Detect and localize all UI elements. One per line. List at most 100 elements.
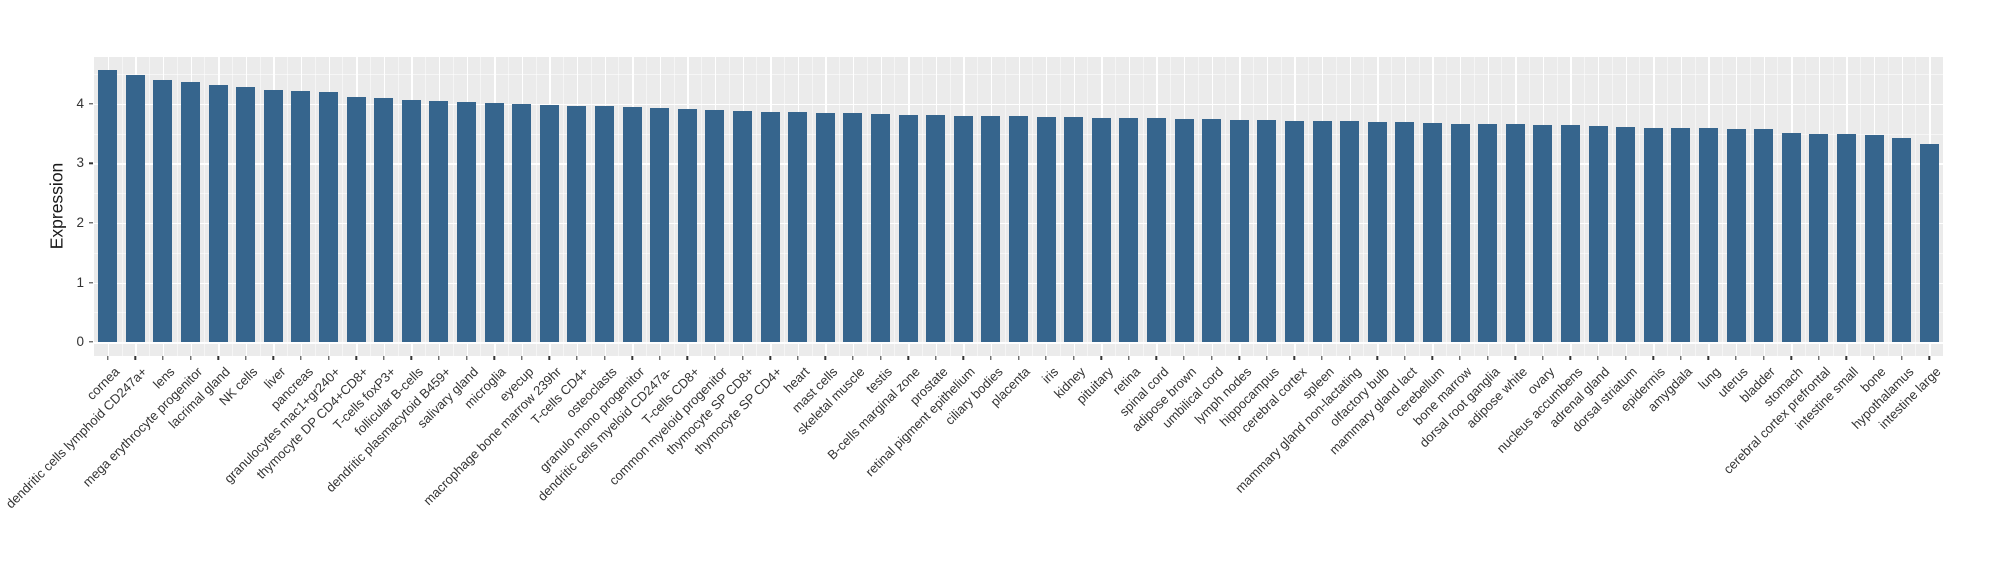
y-axis-tick-label: 0 [76, 334, 84, 350]
v-gridline-minor [259, 57, 261, 356]
x-tick-mark [1266, 356, 1268, 360]
bar [898, 114, 918, 343]
v-gridline-minor [1887, 57, 1889, 356]
v-gridline-minor [231, 57, 233, 356]
x-tick-mark [1652, 356, 1654, 360]
v-gridline-minor [1446, 57, 1448, 356]
x-tick-mark [1514, 356, 1516, 360]
v-gridline-minor [452, 57, 454, 356]
x-tick-mark [217, 356, 219, 360]
v-gridline-minor [618, 57, 620, 356]
v-gridline-minor [1115, 57, 1117, 356]
bar [236, 87, 256, 343]
x-tick-mark [852, 356, 854, 360]
bar [1146, 118, 1166, 343]
bar [871, 113, 890, 343]
bar [650, 108, 670, 343]
v-gridline-minor [1004, 57, 1006, 356]
bar [1919, 144, 1939, 343]
bar [1671, 128, 1691, 343]
v-gridline-minor [1501, 57, 1503, 356]
v-gridline-minor [1363, 57, 1365, 356]
x-tick-mark [1238, 356, 1240, 360]
bar [401, 99, 421, 343]
y-axis-tick-label: 1 [76, 274, 84, 290]
v-gridline-minor [176, 57, 178, 356]
bar [760, 111, 780, 343]
v-gridline-minor [921, 57, 923, 356]
v-gridline-minor [1805, 57, 1806, 356]
x-tick-mark [962, 356, 964, 360]
bar [843, 113, 863, 343]
bar [1588, 126, 1608, 343]
bar [1505, 124, 1525, 343]
bar [429, 100, 449, 343]
bar [319, 91, 339, 343]
x-tick-mark [355, 356, 357, 360]
v-gridline-minor [866, 57, 868, 356]
x-tick-mark [1100, 356, 1102, 360]
bar [1698, 128, 1718, 343]
x-tick-mark [1569, 356, 1572, 360]
v-gridline-minor [1722, 57, 1724, 356]
bar [1312, 121, 1332, 343]
v-gridline-minor [397, 57, 399, 356]
bar [1726, 128, 1746, 343]
v-gridline-minor [507, 57, 509, 356]
bar [1340, 121, 1360, 343]
v-gridline-minor [369, 57, 371, 356]
v-gridline-minor [1032, 57, 1034, 356]
y-axis-tick-label: 3 [76, 155, 84, 171]
x-tick-mark [548, 356, 551, 360]
y-axis-tick-label: 2 [76, 215, 84, 231]
x-tick-mark [162, 356, 164, 360]
bar [539, 105, 559, 343]
bar [512, 103, 532, 343]
bar [1119, 118, 1139, 343]
v-gridline-minor [563, 57, 565, 356]
bar [1754, 129, 1774, 343]
v-gridline-minor [425, 57, 427, 356]
bar [1892, 137, 1912, 343]
x-tick-mark [1431, 356, 1434, 360]
v-gridline-minor [1639, 57, 1641, 356]
bar [733, 111, 753, 343]
bar [457, 102, 477, 343]
bar [1036, 116, 1056, 343]
bar [815, 112, 835, 343]
x-tick-mark [327, 356, 330, 360]
y-tick-mark [89, 341, 93, 343]
x-tick-mark [797, 356, 799, 360]
bar [1422, 122, 1442, 343]
v-gridline-minor [949, 57, 951, 356]
bar [1009, 116, 1028, 343]
x-tick-mark [189, 356, 192, 360]
v-gridline-minor [287, 57, 289, 356]
x-tick-mark [879, 356, 882, 360]
v-gridline-minor [673, 57, 675, 356]
v-gridline-minor [1253, 57, 1255, 356]
x-tick-mark [1597, 356, 1599, 360]
v-gridline-minor [977, 57, 979, 356]
bar [291, 90, 311, 343]
x-tick-mark [1818, 356, 1820, 360]
v-gridline-minor [1611, 57, 1613, 356]
x-tick-mark [245, 356, 247, 360]
v-gridline-minor [204, 57, 206, 356]
v-gridline-minor [894, 57, 896, 356]
x-tick-mark [659, 356, 661, 360]
v-gridline-minor [1197, 57, 1199, 356]
x-tick-mark [1900, 356, 1903, 360]
bar [98, 69, 118, 343]
bar [1257, 119, 1277, 343]
v-gridline-minor [1473, 57, 1475, 356]
v-gridline-minor [783, 57, 785, 356]
v-gridline-minor [1694, 57, 1696, 356]
bar [1174, 118, 1194, 343]
x-tick-mark [465, 356, 468, 360]
bar [981, 116, 1001, 343]
v-gridline-minor [645, 57, 647, 356]
x-tick-mark [1790, 356, 1792, 360]
x-tick-mark [907, 356, 909, 360]
